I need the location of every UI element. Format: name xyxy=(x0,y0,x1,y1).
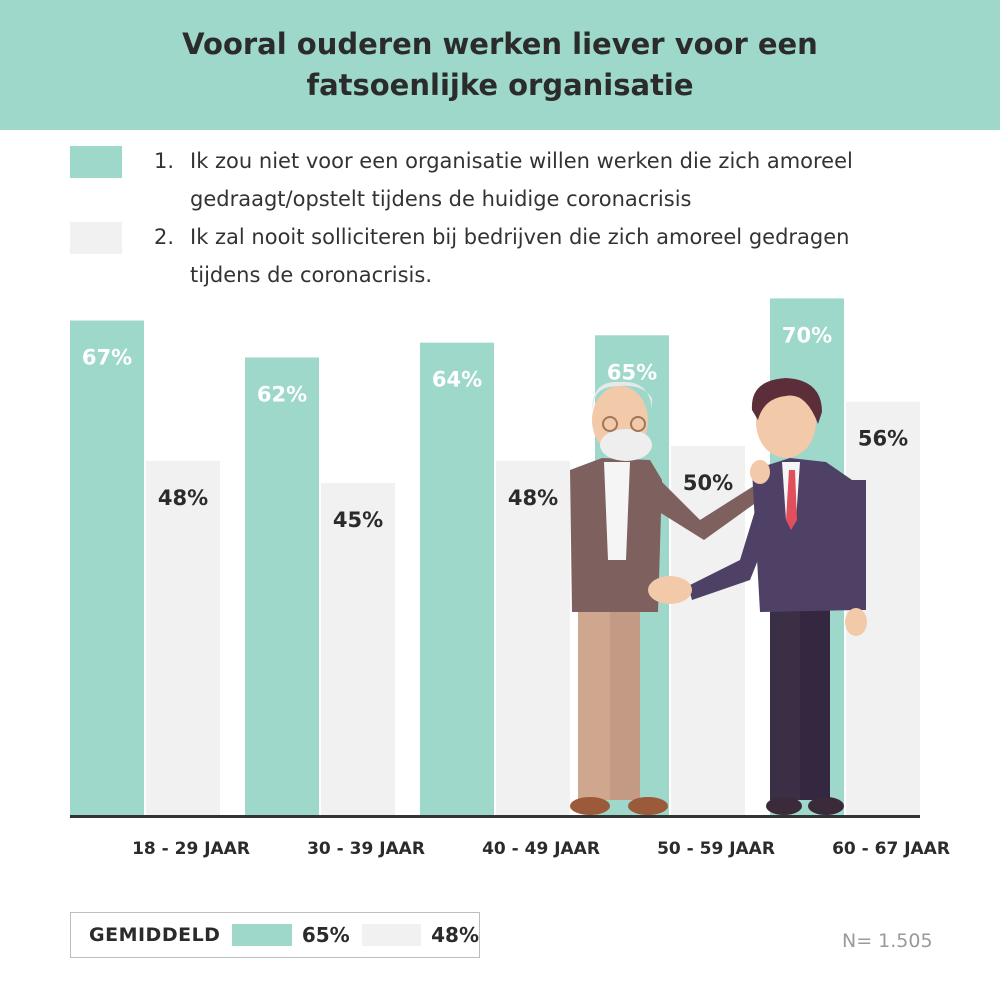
bar-series1-3 xyxy=(420,342,494,815)
x-tick-label-4: 50 - 59 JAAR xyxy=(657,839,775,859)
data-label-series1-3: 64% xyxy=(432,368,482,392)
x-tick-label-5: 60 - 67 JAAR xyxy=(832,839,950,859)
data-label-series1-1: 67% xyxy=(82,346,132,370)
labels-layer: 67% 48% 18 - 29 JAAR 62% 45% 30 - 39 JAAR 64% 4… xyxy=(82,323,950,859)
legend-number-2: 2. xyxy=(154,225,175,249)
average-swatch-1 xyxy=(232,924,292,946)
bar-series1-2 xyxy=(245,357,319,815)
data-label-series1-4: 65% xyxy=(607,360,657,384)
bar-series2-2 xyxy=(321,482,395,815)
legend-line-1b: gedraagt/opstelt tijdens de huidige coro… xyxy=(190,187,692,211)
younger-man-figure xyxy=(688,378,867,815)
x-tick-label-2: 30 - 39 JAAR xyxy=(307,839,425,859)
x-axis-line xyxy=(70,815,920,818)
handshake-hands xyxy=(648,576,692,604)
legend-text-1: 1. Ik zou niet voor een organisatie wille… xyxy=(154,142,853,218)
page-title: Vooral ouderen werken liever voor een fa… xyxy=(182,27,818,102)
bar-series2-3 xyxy=(496,460,570,815)
data-label-series2-1: 48% xyxy=(158,486,208,510)
average-swatch-2 xyxy=(361,924,422,946)
average-value-1: 65% xyxy=(301,923,350,947)
legend-swatch-1 xyxy=(70,146,122,178)
bar-series1-1 xyxy=(70,320,144,815)
data-label-series2-3: 48% xyxy=(508,486,558,510)
x-tick-label-1: 18 - 29 JAAR xyxy=(132,839,250,859)
x-tick-label-3: 40 - 49 JAAR xyxy=(482,839,600,859)
average-value-2: 48% xyxy=(431,923,479,947)
data-label-series1-5: 70% xyxy=(782,323,832,347)
legend-line-2b: tijdens de coronacrisis. xyxy=(190,263,433,287)
data-label-series2-5: 56% xyxy=(858,427,908,451)
handshake-illustration xyxy=(570,378,867,815)
legend-number-1: 1. xyxy=(154,149,175,173)
sample-size: N= 1.505 xyxy=(842,930,933,952)
legend-swatch-2 xyxy=(70,222,122,254)
average-box: GEMIDDELD 65% 48% xyxy=(70,912,480,958)
bar-series2-1 xyxy=(146,460,220,815)
legend-text-2: 2. Ik zal nooit solliciteren bij bedrijve… xyxy=(154,218,849,294)
average-label: GEMIDDELD xyxy=(89,924,221,946)
data-label-series2-2: 45% xyxy=(333,508,383,532)
legend-line-2a: Ik zal nooit solliciteren bij bedrijven … xyxy=(190,225,850,249)
legend-item-1: 1. Ik zou niet voor een organisatie wille… xyxy=(70,146,853,218)
legend-item-2: 2. Ik zal nooit solliciteren bij bedrijve… xyxy=(70,222,849,294)
data-label-series2-4: 50% xyxy=(683,471,733,495)
legend-line-1a: Ik zou niet voor een organisatie willen … xyxy=(190,149,853,173)
header-banner: Vooral ouderen werken liever voor een fa… xyxy=(0,0,1000,130)
older-man-figure xyxy=(570,381,768,815)
data-label-series1-2: 62% xyxy=(257,382,307,406)
